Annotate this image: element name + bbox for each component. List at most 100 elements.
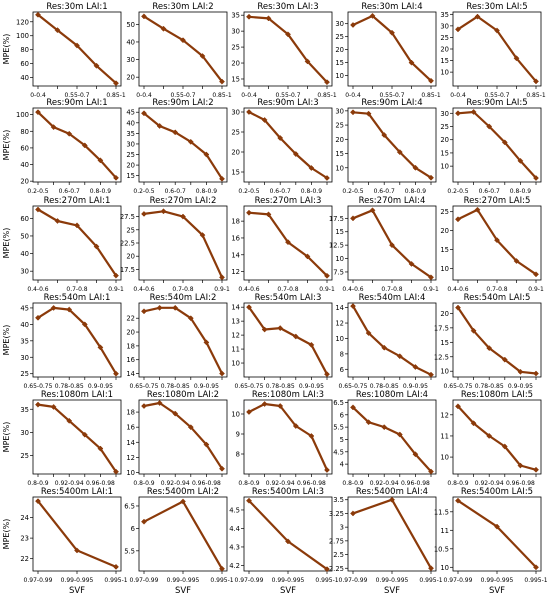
subplot-title: Res:90m LAI:5 xyxy=(466,98,527,108)
subplot: Res:5400m LAI:2 5.5 6 6.5 0.97-0.99 0.99-0.99… xyxy=(124,487,234,584)
y-tick-label: 17.5 xyxy=(434,324,449,332)
subplot: Res:270m LAI:4 7.5 10 12.5 15 17.5 0.4-0.6 0.7-… xyxy=(329,196,439,293)
y-tick-label: 25 xyxy=(440,208,449,216)
series-line xyxy=(248,402,328,471)
data-point xyxy=(35,401,41,408)
y-tick-label: 23 xyxy=(20,535,29,543)
data-point xyxy=(35,314,41,321)
x-tick-label: 0.85-1 xyxy=(106,92,126,99)
y-tick-label: 14 xyxy=(335,304,344,312)
data-point xyxy=(533,78,539,85)
data-point xyxy=(474,206,481,213)
y-tick-label: 30 xyxy=(440,110,449,118)
y-tick-label: 11 xyxy=(440,527,449,535)
x-tick-label: 0.9-1 xyxy=(108,286,124,293)
data-point xyxy=(35,498,41,505)
x-tick-label: 0.65-0.75 xyxy=(130,383,159,390)
data-point xyxy=(533,370,539,377)
data-point xyxy=(156,123,163,129)
y-tick-label: 60 xyxy=(20,215,29,223)
y-tick-label: 30 xyxy=(440,22,449,30)
subplot-title: Res:540m LAI:3 xyxy=(255,293,322,303)
x-tick-label: 0.4-0.6 xyxy=(27,286,48,293)
subplot: Res:1080m LAI:2 10 12 14 16 18 0.8-0.9 0.92-0.9… xyxy=(126,390,228,487)
data-point xyxy=(350,510,356,517)
data-point xyxy=(81,431,88,438)
y-tick-label: 35 xyxy=(20,337,29,345)
series-line xyxy=(37,111,117,179)
data-point xyxy=(292,423,299,429)
y-tick-label: 20 xyxy=(440,46,449,54)
subplot: Res:30m LAI:5 10 15 20 25 30 35 0-0.4 0.55-0.7 0.… xyxy=(440,2,546,99)
data-point xyxy=(261,401,268,407)
y-tick-label: 10 xyxy=(440,69,449,77)
subplot-title: Res:270m LAI:4 xyxy=(359,196,426,206)
x-tick-label: 0.99-0.995 xyxy=(167,577,200,584)
data-point xyxy=(81,142,88,149)
subplot-title: Res:1080m LAI:4 xyxy=(356,390,428,400)
series-line xyxy=(37,500,117,568)
y-tick-label: 10 xyxy=(231,411,240,419)
x-tick-label: 0.96-0.98 xyxy=(297,480,326,487)
data-point xyxy=(66,306,73,313)
data-point xyxy=(113,563,119,570)
y-tick-label: 35 xyxy=(20,406,29,414)
plot-frame xyxy=(452,107,542,183)
data-point xyxy=(381,132,388,138)
data-point xyxy=(350,215,356,222)
y-tick-label: 2.75 xyxy=(329,537,344,545)
x-tick-label: 0.9-1 xyxy=(423,286,439,293)
y-axis-label: MPE(%) xyxy=(2,34,11,65)
x-axis-label: SVF xyxy=(69,586,85,596)
data-point xyxy=(219,465,225,472)
subplot-title: Res:5400m LAI:1 xyxy=(41,487,113,497)
data-point xyxy=(350,404,356,411)
y-tick-label: 120 xyxy=(16,18,29,26)
plot-frame xyxy=(347,496,437,572)
data-point xyxy=(81,321,88,328)
y-tick-label: 10 xyxy=(440,564,449,572)
plot-frame xyxy=(243,302,333,378)
y-tick-label: 35 xyxy=(126,130,135,138)
subplot-title: Res:30m LAI:1 xyxy=(46,2,107,12)
subplot-title: Res:1080m LAI:2 xyxy=(147,390,219,400)
data-point xyxy=(180,213,186,220)
x-tick-label: 0.4-0.6 xyxy=(447,286,468,293)
x-tick-label: 0.2-0.5 xyxy=(27,188,48,195)
x-tick-label: 0.97-0.99 xyxy=(339,577,368,584)
series-line xyxy=(143,401,223,470)
plot-frame xyxy=(347,399,437,475)
x-axis-label: SVF xyxy=(175,586,191,596)
y-tick-label: 8 xyxy=(236,451,240,459)
x-tick-label: 0.6-0.7 xyxy=(165,188,186,195)
series-line xyxy=(143,15,223,83)
x-tick-label: 0.78-0.85 xyxy=(266,383,295,390)
data-point xyxy=(50,124,57,131)
x-tick-label: 0.8-0.9 xyxy=(196,188,217,195)
data-point xyxy=(285,31,291,38)
data-point xyxy=(474,13,481,20)
data-point xyxy=(277,325,284,332)
data-point xyxy=(160,208,167,215)
plot-frame xyxy=(32,496,122,572)
data-point xyxy=(428,371,434,378)
data-point xyxy=(412,451,419,458)
x-tick-label: 0.85-1 xyxy=(212,92,232,99)
plot-frame xyxy=(138,399,228,475)
x-tick-label: 0.65-0.75 xyxy=(339,383,368,390)
y-tick-label: 25 xyxy=(126,151,135,159)
data-point xyxy=(389,242,395,249)
y-tick-label: 25 xyxy=(126,226,135,234)
data-point xyxy=(486,345,493,352)
y-tick-label: 3.5 xyxy=(333,496,344,504)
y-tick-label: 10 xyxy=(126,469,135,477)
subplot-title: Res:270m LAI:5 xyxy=(464,196,531,206)
data-point xyxy=(389,29,395,36)
subplot-title: Res:90m LAI:2 xyxy=(152,98,213,108)
data-point xyxy=(141,210,147,217)
data-point xyxy=(74,222,80,229)
y-tick-label: 25 xyxy=(231,44,240,52)
data-point xyxy=(97,445,104,452)
x-tick-label: 0.9-1 xyxy=(319,286,335,293)
x-tick-label: 0.78-0.85 xyxy=(55,383,84,390)
